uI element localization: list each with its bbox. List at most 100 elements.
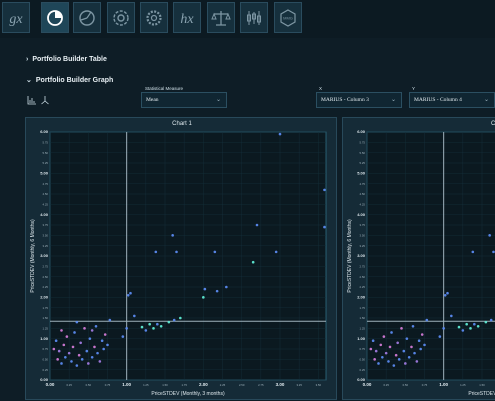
y-tick-label: 3.75 xyxy=(360,223,366,227)
measure-select[interactable]: Mean ⌄ xyxy=(141,92,227,108)
data-point xyxy=(75,320,79,324)
y-tick-label: 1.25 xyxy=(43,327,49,331)
chart-1-plot[interactable]: 0.00 0.25 0.50 0.75 1.00 1.25 1.50 1.75 2.00 2.25… xyxy=(26,118,338,401)
section-portfolio-builder-graph[interactable]: ⌄ Portfolio Builder Graph xyxy=(26,76,114,85)
data-point xyxy=(129,291,132,295)
data-point xyxy=(484,320,488,324)
settings-gear-icon xyxy=(146,9,162,26)
data-point xyxy=(133,314,136,318)
data-point xyxy=(407,355,411,359)
data-point xyxy=(60,362,63,365)
data-point xyxy=(156,322,159,326)
data-point xyxy=(159,324,163,328)
refresh-gear-icon xyxy=(113,9,129,26)
data-point xyxy=(323,225,326,229)
chart-1-panel: Chart 1 0.00 0.25 0.50 0.75 1.00 1.25 1.50 1.75… xyxy=(25,117,337,400)
refresh-gear-button[interactable] xyxy=(107,2,135,33)
data-point xyxy=(56,358,59,361)
data-point xyxy=(57,349,61,353)
data-point xyxy=(469,327,472,330)
data-point xyxy=(251,260,255,264)
chevron-down-icon: ⌄ xyxy=(26,77,32,84)
data-point xyxy=(405,337,409,340)
section-title: Portfolio Builder Graph xyxy=(35,76,114,84)
data-point xyxy=(172,318,176,322)
globe-chart-icon xyxy=(79,9,95,26)
y-tick-label: 2.25 xyxy=(43,285,49,289)
caret-down-icon: ⌄ xyxy=(483,97,489,103)
data-point xyxy=(488,234,491,237)
chart-2-plot[interactable]: 0.00 0.25 0.50 0.75 1.00 1.25 1.50 1.75 2.00 2.25… xyxy=(343,118,495,401)
data-point xyxy=(203,287,207,291)
y-tick-label: 4.50 xyxy=(43,192,49,196)
data-point xyxy=(83,327,86,330)
data-point xyxy=(438,335,442,338)
data-point xyxy=(70,360,73,363)
data-point xyxy=(75,364,79,367)
badge-button[interactable]: MMG xyxy=(274,2,302,33)
x-column-select[interactable]: MARIUS - Column 3 ⌄ xyxy=(316,92,402,108)
data-point xyxy=(387,360,390,363)
y-tick-label: 4.00 xyxy=(357,212,366,217)
data-point xyxy=(473,322,476,326)
data-point xyxy=(396,341,399,345)
balance-scale-button[interactable] xyxy=(207,2,235,33)
candlestick-button[interactable] xyxy=(240,2,268,33)
y-tick-label: 3.75 xyxy=(43,223,49,227)
data-point xyxy=(489,318,493,322)
gx-icon: gx xyxy=(9,12,23,27)
data-point xyxy=(377,362,380,365)
y-tick-label: 5.25 xyxy=(43,161,49,165)
top-toolbar: gx hx xyxy=(0,0,495,38)
bar-chart-mode-icon[interactable] xyxy=(27,95,37,105)
data-point xyxy=(67,351,71,355)
y-tick-label: 0.75 xyxy=(360,347,366,351)
badge-icon: MMG xyxy=(280,8,296,27)
y-tick-label: 5.75 xyxy=(360,141,366,145)
data-point xyxy=(103,333,107,336)
data-point xyxy=(62,343,66,347)
data-point xyxy=(98,360,102,363)
settings-gear-button[interactable] xyxy=(140,2,168,33)
x-tick-label: 0.25 xyxy=(383,383,389,387)
data-point xyxy=(415,360,419,363)
y-column-value: MARIUS - Column 4 xyxy=(414,97,462,103)
svg-text:MMG: MMG xyxy=(283,15,293,20)
data-point xyxy=(175,250,178,254)
data-point xyxy=(140,325,144,329)
data-point xyxy=(323,188,326,192)
y-tick-label: 3.25 xyxy=(43,244,49,248)
y-tick-label: 3.25 xyxy=(360,244,366,248)
x-tick-label: 2.25 xyxy=(220,383,226,387)
data-point xyxy=(102,347,105,351)
y-column-select[interactable]: MARIUS - Column 4 ⌄ xyxy=(409,92,495,108)
y-tick-label: 1.00 xyxy=(40,336,49,341)
pie-chart-button[interactable] xyxy=(41,2,69,33)
x-tick-label: 0.50 xyxy=(403,383,409,387)
data-point xyxy=(410,345,413,349)
section-portfolio-builder-table[interactable]: › Portfolio Builder Table xyxy=(26,56,107,63)
data-point xyxy=(400,327,403,330)
globe-chart-button[interactable] xyxy=(73,2,101,33)
data-point xyxy=(93,345,96,349)
data-point xyxy=(450,314,453,318)
data-point xyxy=(79,341,82,345)
data-point xyxy=(152,327,155,330)
balance-scale-icon xyxy=(211,10,231,26)
y-tick-label: 3.00 xyxy=(357,253,366,258)
y-tick-label: 0.00 xyxy=(40,377,49,382)
data-point xyxy=(148,322,151,326)
y-tick-label: 4.00 xyxy=(40,212,49,217)
data-point xyxy=(278,132,282,136)
hx-button[interactable]: hx xyxy=(173,2,201,33)
measure-value: Mean xyxy=(146,97,159,103)
data-point xyxy=(96,351,99,355)
scatter-axes-mode-icon[interactable] xyxy=(40,95,50,105)
y-tick-label: 1.50 xyxy=(43,316,49,320)
x-axis-label: PriceSTDEV (Monthly, 3 months) xyxy=(468,391,495,397)
gx-button[interactable]: gx xyxy=(2,2,30,33)
x-tick-label: 0.75 xyxy=(105,383,111,387)
y-tick-label: 2.50 xyxy=(360,275,366,279)
pie-chart-icon xyxy=(47,9,63,26)
y-tick-label: 2.00 xyxy=(357,295,366,300)
